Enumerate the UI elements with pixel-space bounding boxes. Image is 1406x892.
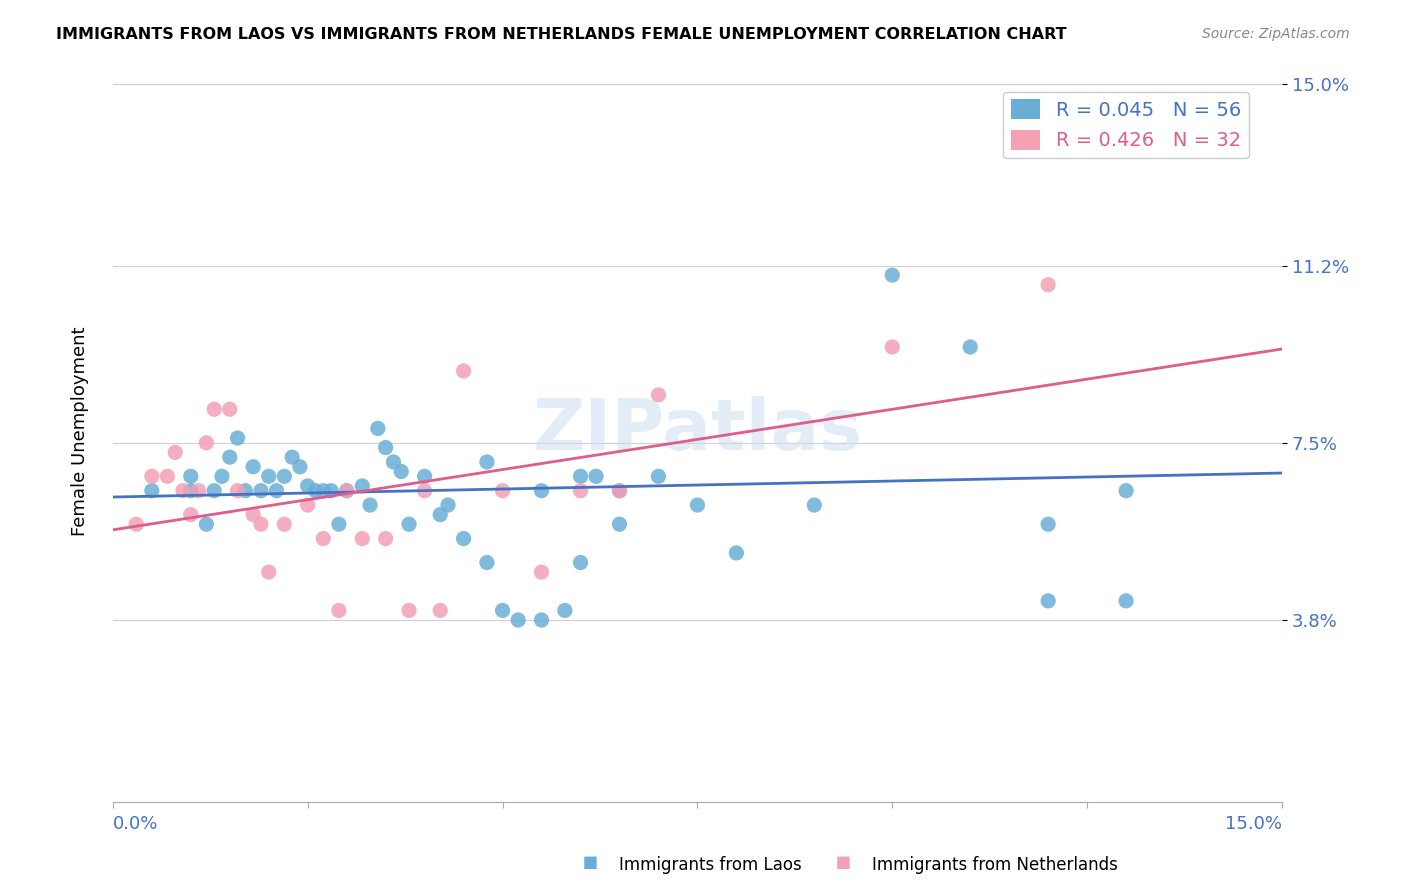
- Point: [374, 441, 396, 455]
- Point: [429, 508, 451, 522]
- Text: 15.0%: 15.0%: [1225, 815, 1282, 833]
- Point: [352, 532, 374, 546]
- Point: [125, 517, 148, 532]
- Point: [242, 459, 264, 474]
- Text: ZIPatlas: ZIPatlas: [533, 396, 862, 466]
- Text: ▪: ▪: [582, 850, 599, 874]
- Point: [530, 613, 553, 627]
- Point: [1115, 483, 1137, 498]
- Text: IMMIGRANTS FROM LAOS VS IMMIGRANTS FROM NETHERLANDS FEMALE UNEMPLOYMENT CORRELAT: IMMIGRANTS FROM LAOS VS IMMIGRANTS FROM …: [56, 27, 1067, 42]
- Point: [647, 469, 669, 483]
- Text: ▪: ▪: [835, 850, 852, 874]
- Point: [382, 455, 405, 469]
- Point: [281, 450, 304, 465]
- Point: [882, 340, 904, 354]
- Point: [389, 465, 412, 479]
- Text: Source: ZipAtlas.com: Source: ZipAtlas.com: [1202, 27, 1350, 41]
- Point: [202, 483, 225, 498]
- Point: [257, 469, 280, 483]
- Point: [569, 483, 592, 498]
- Point: [226, 431, 249, 445]
- Point: [569, 469, 592, 483]
- Point: [413, 483, 436, 498]
- Point: [250, 483, 273, 498]
- Point: [585, 469, 607, 483]
- Point: [959, 340, 981, 354]
- Point: [842, 29, 865, 43]
- Point: [297, 498, 319, 512]
- Point: [257, 565, 280, 579]
- Point: [218, 450, 240, 465]
- Point: [437, 498, 460, 512]
- Point: [609, 483, 631, 498]
- Point: [288, 459, 311, 474]
- Point: [725, 546, 748, 560]
- Point: [180, 508, 202, 522]
- Point: [609, 483, 631, 498]
- Legend: R = 0.045   N = 56, R = 0.426   N = 32: R = 0.045 N = 56, R = 0.426 N = 32: [1004, 92, 1249, 158]
- Point: [297, 479, 319, 493]
- Point: [336, 483, 359, 498]
- Point: [508, 613, 530, 627]
- Point: [273, 517, 295, 532]
- Point: [475, 455, 498, 469]
- Point: [530, 565, 553, 579]
- Point: [328, 517, 350, 532]
- Text: 0.0%: 0.0%: [112, 815, 159, 833]
- Point: [530, 483, 553, 498]
- Point: [250, 517, 273, 532]
- Point: [1036, 594, 1059, 608]
- Point: [312, 483, 335, 498]
- Point: [165, 445, 187, 459]
- Point: [141, 469, 163, 483]
- Point: [1036, 517, 1059, 532]
- Point: [328, 603, 350, 617]
- Point: [273, 469, 295, 483]
- Point: [398, 517, 420, 532]
- Point: [312, 532, 335, 546]
- Point: [336, 483, 359, 498]
- Point: [266, 483, 288, 498]
- Point: [491, 603, 513, 617]
- Point: [647, 388, 669, 402]
- Point: [195, 435, 218, 450]
- Point: [242, 508, 264, 522]
- Point: [429, 603, 451, 617]
- Point: [398, 603, 420, 617]
- Point: [352, 479, 374, 493]
- Point: [413, 469, 436, 483]
- Point: [374, 532, 396, 546]
- Point: [211, 469, 233, 483]
- Point: [172, 483, 194, 498]
- Point: [803, 498, 825, 512]
- Point: [187, 483, 209, 498]
- Point: [304, 483, 326, 498]
- Y-axis label: Female Unemployment: Female Unemployment: [72, 326, 89, 535]
- Point: [180, 483, 202, 498]
- Text: Immigrants from Netherlands: Immigrants from Netherlands: [872, 856, 1118, 874]
- Point: [609, 517, 631, 532]
- Point: [195, 517, 218, 532]
- Point: [202, 402, 225, 417]
- Point: [367, 421, 389, 435]
- Point: [180, 469, 202, 483]
- Point: [1115, 594, 1137, 608]
- Point: [319, 483, 342, 498]
- Point: [453, 532, 475, 546]
- Point: [218, 402, 240, 417]
- Point: [686, 498, 709, 512]
- Text: Immigrants from Laos: Immigrants from Laos: [619, 856, 801, 874]
- Point: [453, 364, 475, 378]
- Point: [491, 483, 513, 498]
- Point: [235, 483, 257, 498]
- Point: [475, 556, 498, 570]
- Point: [156, 469, 179, 483]
- Point: [226, 483, 249, 498]
- Point: [569, 556, 592, 570]
- Point: [1036, 277, 1059, 292]
- Point: [554, 603, 576, 617]
- Point: [882, 268, 904, 282]
- Point: [141, 483, 163, 498]
- Point: [359, 498, 381, 512]
